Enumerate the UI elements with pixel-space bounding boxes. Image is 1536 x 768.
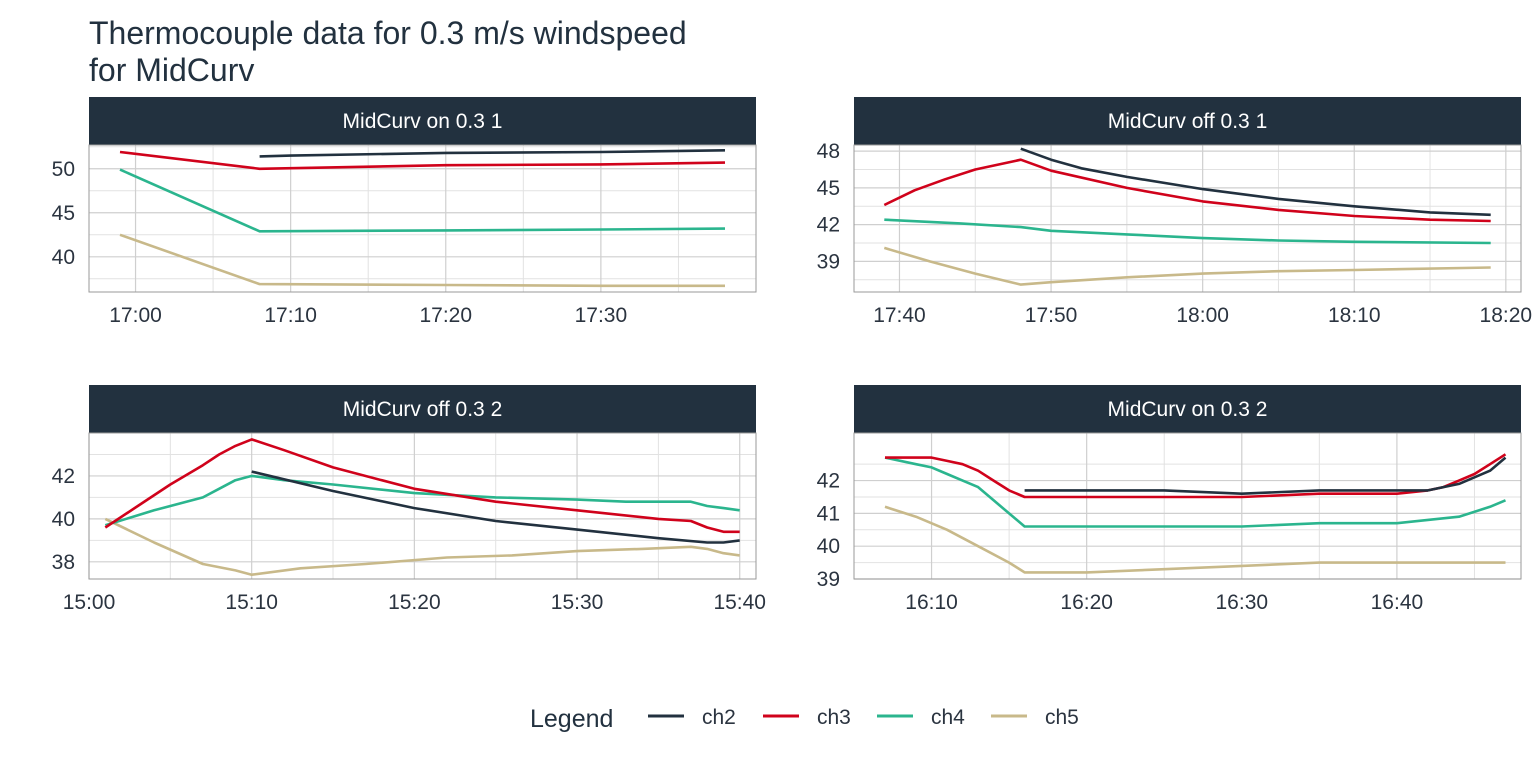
x-tick-label: 17:10: [264, 304, 317, 327]
y-tick-label: 42: [52, 465, 75, 488]
x-tick-label: 16:10: [905, 591, 958, 614]
x-tick-label: 17:50: [1025, 304, 1078, 327]
series-line-ch5: [104, 517, 740, 577]
panel-border: [853, 144, 1522, 293]
y-tick-label: 45: [817, 177, 840, 200]
series-line-ch4: [884, 218, 1491, 245]
y-tick-label: 39: [817, 250, 840, 273]
facet-panel: MidCurv off 0.3 1 39 42 45 48 17:40 17:50 18:00…: [817, 97, 1532, 327]
series-line-ch3: [885, 453, 1507, 499]
x-tick-label: 16:30: [1216, 591, 1269, 614]
x-tick-label: 15:30: [551, 591, 604, 614]
facet-panel: MidCurv on 0.3 1 40 45 50 17:00 17:10 17:20 17:…: [52, 97, 757, 327]
y-tick-label: 40: [52, 508, 75, 531]
x-tick-label: 17:30: [575, 304, 628, 327]
legend-label-ch5: ch5: [1045, 706, 1079, 729]
x-tick-label: 18:00: [1176, 304, 1229, 327]
x-tick-label: 15:40: [713, 591, 766, 614]
y-tick-label: 48: [817, 140, 840, 163]
panels: MidCurv on 0.3 1 40 45 50 17:00 17:10 17:20 17:…: [52, 97, 1532, 614]
x-tick-label: 18:20: [1480, 304, 1533, 327]
legend: Legend ch2 ch3 ch4 ch5: [530, 705, 1079, 733]
facet-strip: [854, 385, 1521, 433]
facet-strip: [89, 97, 756, 145]
y-tick-label: 40: [817, 535, 840, 558]
series-line-ch3: [119, 150, 726, 171]
x-tick-label: 17:00: [109, 304, 162, 327]
series-line-ch5: [119, 233, 725, 288]
legend-title: Legend: [530, 705, 613, 733]
series-line-ch2: [1024, 456, 1507, 496]
y-tick-label: 40: [52, 246, 75, 269]
y-tick-label: 41: [817, 502, 840, 525]
chart-title-line-2: for MidCurv: [89, 52, 254, 88]
y-tick-label: 39: [817, 568, 840, 591]
x-tick-label: 15:00: [63, 591, 116, 614]
y-tick-label: 45: [52, 202, 75, 225]
series-line-ch4: [884, 456, 1507, 528]
x-tick-label: 16:20: [1060, 591, 1113, 614]
panel-border: [853, 432, 1522, 580]
y-tick-label: 42: [817, 214, 840, 237]
y-tick-label: 42: [817, 470, 840, 493]
x-tick-label: 18:10: [1328, 304, 1381, 327]
chart-title-line-1: Thermocouple data for 0.3 m/s windspeed: [89, 15, 687, 51]
panel-border: [88, 432, 757, 580]
series-line-ch3: [883, 158, 1491, 223]
legend-label-ch3: ch3: [817, 706, 851, 729]
series-line-ch5: [884, 505, 1506, 574]
x-tick-label: 15:20: [388, 591, 441, 614]
y-tick-label: 50: [52, 158, 75, 181]
legend-label-ch2: ch2: [702, 706, 736, 729]
facet-strip-label: MidCurv on 0.3 1: [343, 110, 503, 133]
x-tick-label: 16:40: [1371, 591, 1424, 614]
series-line-ch4: [119, 168, 726, 233]
facet-panel: MidCurv off 0.3 2 38 40 42 15:00 15:10 15:20 15…: [52, 385, 766, 614]
series-line-ch2: [1020, 147, 1491, 217]
facet-strip-label: MidCurv on 0.3 2: [1108, 398, 1268, 421]
facet-strip: [89, 385, 756, 433]
facet-panel: MidCurv on 0.3 2 39 40 41 42 16:10 16:20 16:30 1…: [817, 385, 1522, 614]
facet-strip: [854, 97, 1521, 145]
series-line-ch5: [883, 246, 1491, 286]
panel-border: [88, 144, 757, 293]
legend-label-ch4: ch4: [931, 706, 965, 729]
x-tick-label: 17:40: [873, 304, 926, 327]
facet-strip-label: MidCurv off 0.3 1: [1108, 110, 1268, 133]
series-line-ch4: [104, 474, 740, 527]
series-line-ch2: [259, 149, 726, 158]
chart-title: Thermocouple data for 0.3 m/s windspeed …: [89, 15, 696, 88]
facet-strip-label: MidCurv off 0.3 2: [343, 398, 503, 421]
series-line-ch3: [104, 438, 740, 534]
x-tick-label: 15:10: [225, 591, 278, 614]
y-tick-label: 38: [52, 551, 75, 574]
series-line-ch2: [251, 470, 740, 544]
x-tick-label: 17:20: [419, 304, 472, 327]
